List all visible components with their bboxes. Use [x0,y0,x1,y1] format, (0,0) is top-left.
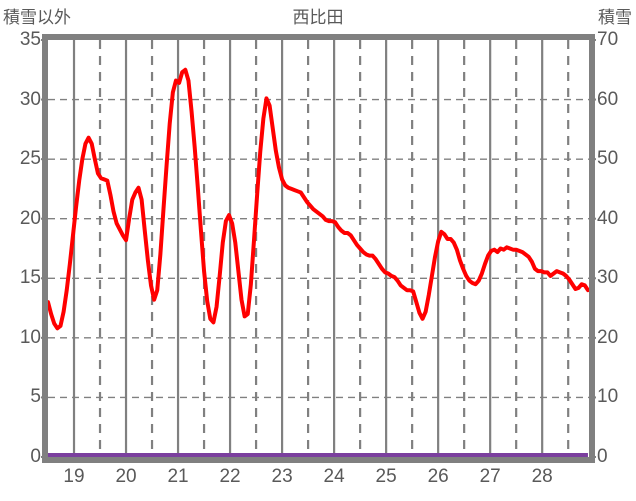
x-axis-tick-24: 24 [323,466,345,487]
y-axis-right-tick-50: 50 [597,148,619,170]
x-axis-tick-23: 23 [271,466,293,487]
x-axis-tick-19: 19 [63,466,85,487]
series-line-non-snow [48,67,589,331]
x-axis-tick-26: 26 [427,466,449,487]
y-axis-left-tick-25: 25 [19,148,41,170]
y-axis-left-tick-5: 5 [30,386,41,408]
horizontal-gridlines [48,98,589,399]
x-axis-tick-27: 27 [479,466,501,487]
x-axis-tick-25: 25 [375,466,397,487]
y-axis-left-tick-0: 0 [30,446,41,467]
y-axis-right-tick-20: 20 [597,326,619,348]
y-axis-right-tick-10: 10 [597,386,619,408]
y-axis-left-tick-30: 30 [19,88,41,110]
y-axis-right-tick-70: 70 [597,29,619,50]
left-axis-unit-label: 積雪以外 [3,8,71,27]
right-axis-unit-label: 積雪 [598,8,632,27]
plot-area [48,40,589,457]
x-axis-tick-28: 28 [531,466,553,487]
x-axis-tick-22: 22 [219,466,241,487]
x-axis-tick-20: 20 [115,466,137,487]
x-axis-tick-21: 21 [167,466,189,487]
chart-title: 西比田 [292,8,344,27]
y-axis-left-tick-20: 20 [19,207,41,229]
y-axis-left-tick-35: 35 [19,29,41,50]
y-axis-right-tick-40: 40 [597,207,619,229]
y-axis-right-tick-60: 60 [597,88,619,110]
y-axis-left-tick-10: 10 [19,326,41,348]
y-axis-right-tick-30: 30 [597,267,619,289]
y-axis-left-tick-15: 15 [19,267,41,289]
plot-svg [48,40,589,457]
y-axis-right-tick-0: 0 [597,446,608,467]
